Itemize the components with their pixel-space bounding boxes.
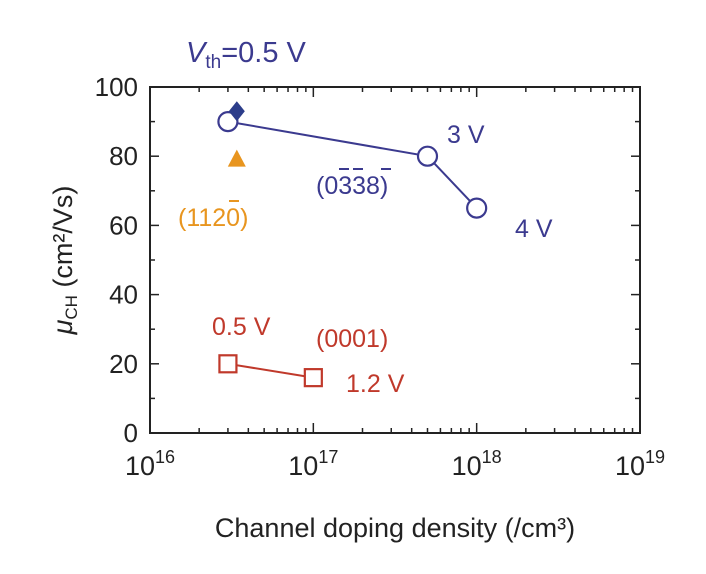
x-tick-label: 1018 bbox=[452, 447, 502, 481]
data-point bbox=[227, 149, 246, 167]
axis-ticks bbox=[149, 86, 640, 434]
data-point bbox=[303, 368, 323, 388]
point-label-4v: 4 V bbox=[515, 215, 553, 243]
data-point bbox=[228, 101, 245, 122]
point-label-1-2v: 1.2 V bbox=[346, 370, 405, 398]
data-point bbox=[466, 197, 488, 219]
data-point bbox=[416, 145, 439, 167]
series-label-1120: (1120) bbox=[178, 204, 248, 232]
y-tick-label: 0 bbox=[124, 418, 138, 448]
x-tick-label: 1016 bbox=[125, 447, 175, 481]
y-tick-label: 40 bbox=[109, 280, 138, 310]
series-label-0338: (0338) bbox=[316, 172, 388, 200]
series-line bbox=[227, 362, 314, 379]
y-tick-label: 100 bbox=[95, 72, 138, 102]
series-markers bbox=[217, 101, 488, 388]
point-label-3v: 3 V bbox=[447, 121, 485, 149]
header-vth-label: Vth=0.5 V bbox=[186, 37, 307, 73]
x-axis-label: Channel doping density (/cm³) bbox=[215, 513, 575, 543]
y-tick-label: 20 bbox=[109, 349, 138, 379]
y-tick-labels: 0 20 40 60 80 100 bbox=[95, 72, 138, 448]
series-label-0001: (0001) bbox=[316, 325, 388, 353]
data-point bbox=[218, 354, 238, 374]
point-label-0-5v: 0.5 V bbox=[212, 313, 271, 341]
data-point bbox=[217, 110, 239, 133]
y-tick-label: 60 bbox=[109, 210, 138, 240]
x-tick-labels: 1016 1017 1018 1019 bbox=[125, 447, 665, 481]
x-tick-label: 1017 bbox=[288, 447, 338, 481]
y-tick-label: 80 bbox=[109, 141, 138, 171]
x-tick-label: 1019 bbox=[615, 447, 665, 481]
y-axis-label: μCH (cm²/Vs) bbox=[48, 186, 81, 336]
